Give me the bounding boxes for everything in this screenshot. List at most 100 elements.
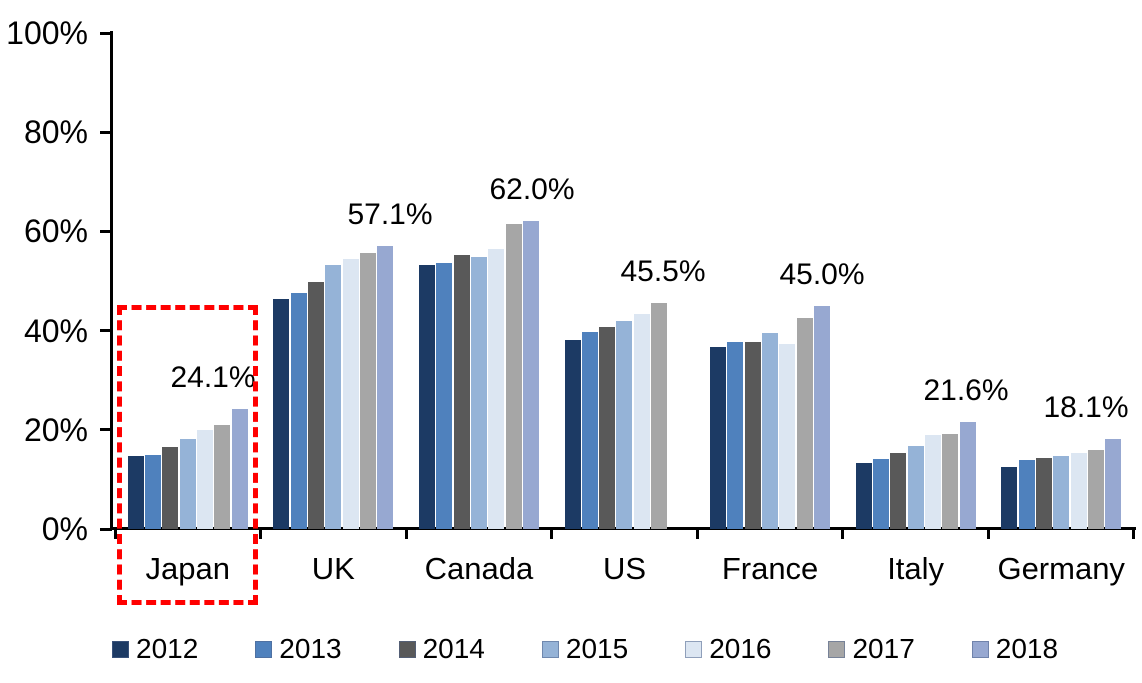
category-label-us: US — [602, 551, 647, 586]
category-label-japan: Japan — [145, 551, 231, 586]
bar-group-japan — [115, 409, 261, 529]
legend-swatch-2015 — [541, 640, 559, 658]
x-tick-mark — [695, 529, 699, 539]
legend-label-2012: 2012 — [136, 633, 199, 664]
bar-uk-2012 — [273, 299, 290, 529]
bar-uk-2018 — [377, 245, 394, 529]
bar-france-2017 — [796, 318, 813, 529]
legend-swatch-2016 — [685, 640, 703, 658]
legend-item-2016: 2016 — [685, 631, 771, 667]
bar-us-2017 — [651, 303, 668, 529]
bar-italy-2014 — [890, 453, 907, 529]
bar-japan-2017 — [214, 424, 231, 529]
bar-canada-2014 — [453, 255, 470, 529]
bar-uk-2017 — [359, 252, 376, 529]
x-tick-mark — [986, 529, 990, 539]
bar-germany-2014 — [1035, 458, 1052, 529]
x-tick-mark — [841, 529, 845, 539]
x-tick-mark — [550, 529, 554, 539]
bar-france-2018 — [813, 305, 830, 529]
bar-canada-2012 — [419, 265, 436, 529]
bar-japan-2012 — [127, 455, 144, 529]
legend-item-2018: 2018 — [971, 631, 1059, 667]
y-tick-label: 20% — [23, 411, 88, 448]
data-label-uk: 57.1% — [347, 197, 433, 231]
legend-item-2014: 2014 — [398, 631, 485, 667]
x-tick-mark — [259, 529, 263, 539]
bar-germany-2016 — [1070, 452, 1087, 529]
category-label-germany: Germany — [997, 551, 1125, 586]
x-tick-mark — [113, 529, 117, 539]
legend-label-2018: 2018 — [995, 633, 1059, 664]
bar-uk-2016 — [342, 258, 359, 529]
bar-japan-2014 — [162, 446, 179, 529]
bar-canada-2018 — [522, 221, 539, 529]
bar-canada-2013 — [436, 262, 453, 529]
bar-group-italy — [843, 421, 989, 529]
y-tick-label: 100% — [6, 15, 88, 51]
legend: 2012 2013 2014 2015 2016 2017 2018 — [112, 631, 1058, 667]
y-tick-mark — [100, 329, 112, 333]
y-tick-mark — [100, 428, 112, 432]
legend-swatch-2012 — [112, 640, 129, 658]
bar-italy-2012 — [855, 463, 872, 529]
japan-highlight-box — [117, 305, 258, 605]
bar-italy-2017 — [942, 434, 959, 529]
data-label-france: 45.0% — [779, 257, 865, 291]
legend-item-2015: 2015 — [541, 631, 629, 667]
bar-us-2016 — [633, 314, 650, 529]
bar-uk-2013 — [290, 293, 307, 529]
legend-item-2017: 2017 — [828, 631, 915, 667]
y-tick-label: 0% — [41, 511, 88, 547]
bar-france-2012 — [710, 347, 727, 529]
bar-uk-2014 — [308, 282, 325, 529]
bar-germany-2018 — [1105, 439, 1122, 529]
bar-us-2015 — [616, 321, 633, 529]
legend-label-2015: 2015 — [565, 633, 629, 664]
bar-canada-2016 — [488, 249, 505, 529]
bar-italy-2016 — [924, 435, 941, 529]
y-tick-label: 80% — [23, 114, 88, 151]
category-label-uk: UK — [311, 551, 355, 586]
bar-group-uk — [261, 245, 407, 529]
data-label-germany: 18.1% — [1043, 391, 1129, 425]
bar-group-france — [697, 305, 843, 529]
bar-group-us — [552, 303, 698, 529]
bar-canada-2015 — [470, 256, 487, 529]
data-label-us: 45.5% — [620, 255, 706, 289]
y-axis-line — [110, 31, 113, 529]
legend-label-2016: 2016 — [709, 633, 772, 664]
legend-label-2013: 2013 — [279, 633, 342, 664]
bar-france-2013 — [727, 341, 744, 529]
y-tick-mark — [100, 229, 112, 233]
data-label-italy: 21.6% — [923, 373, 1009, 407]
bar-uk-2015 — [325, 264, 342, 529]
bar-france-2014 — [744, 342, 761, 529]
category-label-italy: Italy — [887, 551, 945, 586]
bar-japan-2015 — [179, 439, 196, 529]
legend-swatch-2018 — [971, 640, 989, 658]
bar-italy-2018 — [959, 421, 976, 529]
y-tick-label: 60% — [23, 213, 88, 250]
bar-france-2015 — [762, 333, 779, 529]
legend-label-2017: 2017 — [852, 633, 915, 664]
bar-group-germany — [988, 439, 1134, 529]
data-label-japan: 24.1% — [170, 361, 256, 395]
bar-group-canada — [406, 221, 552, 529]
bar-us-2014 — [599, 326, 616, 529]
bar-japan-2018 — [231, 409, 248, 529]
bar-germany-2013 — [1018, 460, 1035, 529]
y-tick-label: 40% — [23, 312, 88, 349]
legend-item-2012: 2012 — [112, 631, 198, 667]
x-tick-mark — [404, 529, 408, 539]
bar-japan-2016 — [197, 430, 214, 529]
category-label-canada: Canada — [424, 551, 534, 586]
bar-us-2012 — [564, 339, 581, 529]
y-tick-mark — [100, 31, 112, 35]
x-tick-mark — [1132, 529, 1136, 539]
bar-canada-2017 — [505, 223, 522, 529]
legend-swatch-2014 — [398, 640, 416, 658]
legend-item-2013: 2013 — [255, 631, 342, 667]
data-label-canada: 62.0% — [489, 173, 575, 207]
